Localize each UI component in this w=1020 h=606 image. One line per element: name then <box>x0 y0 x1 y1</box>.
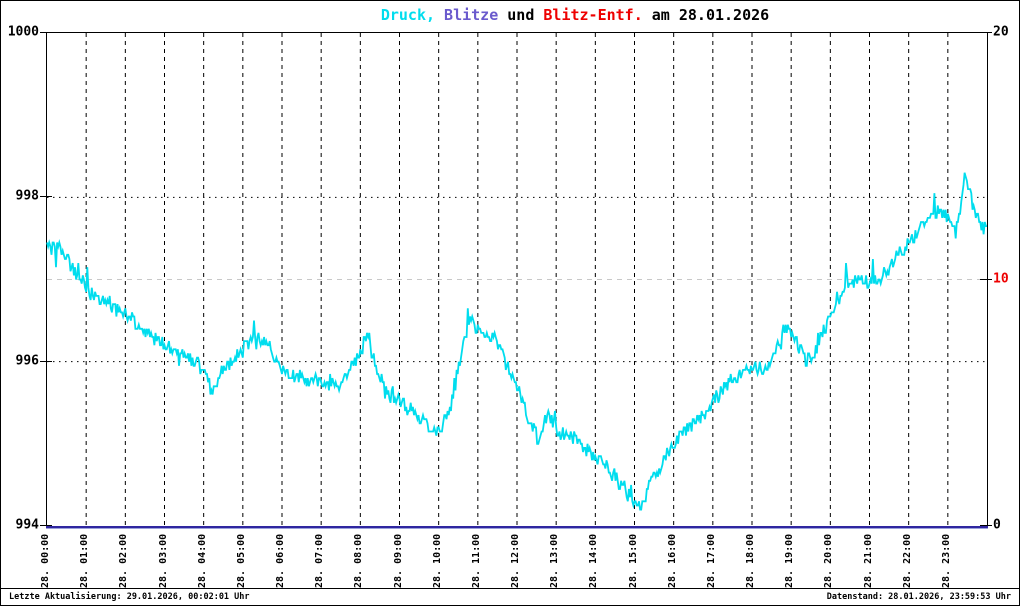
x-axis-tick-label: 28. 05:00 <box>235 533 247 588</box>
x-axis-tick-label: 28. 21:00 <box>862 533 874 588</box>
last-update-text: Letzte Aktualisierung: 29.01.2026, 00:02… <box>9 592 250 602</box>
chart-title: Druck, Blitze und Blitz-Entf. am 28.01.2… <box>381 6 769 24</box>
y-axis-left-label: 998 <box>15 188 39 204</box>
x-axis-tick-label: 28. 16:00 <box>666 533 678 588</box>
y-axis-right-label: 0 <box>993 517 1001 533</box>
x-axis-tick-label: 28. 00:00 <box>40 533 51 588</box>
x-axis-tick-label: 28. 07:00 <box>314 533 326 588</box>
x-axis-tick-label: 28. 04:00 <box>196 533 208 588</box>
y-axis-right-tick <box>980 525 992 526</box>
x-axis-tick-label: 28. 12:00 <box>510 533 521 588</box>
x-axis-tick-label: 28. 17:00 <box>705 533 717 588</box>
status-bar: Letzte Aktualisierung: 29.01.2026, 00:02… <box>1 588 1019 605</box>
y-axis-left-label: 1000 <box>7 24 39 40</box>
x-axis-tick-label: 28. 03:00 <box>157 533 169 588</box>
title-segment: Blitz-Entf. <box>543 6 643 24</box>
y-axis-left-tick <box>40 525 52 526</box>
title-segment: am 28.01.2026 <box>642 6 770 24</box>
x-axis-tick-label: 28. 13:00 <box>549 533 561 588</box>
x-axis-tick-label: 28. 01:00 <box>79 533 91 588</box>
y-axis-right-label: 10 <box>993 271 1009 286</box>
x-axis-tick-label: 28. 23:00 <box>940 533 952 588</box>
pressure-curve <box>46 172 987 511</box>
y-axis-right-label: 20 <box>993 24 1009 40</box>
y-axis-left-label: 994 <box>15 517 39 533</box>
lightning-zero-line <box>46 526 988 529</box>
x-axis-tick-label: 28. 18:00 <box>745 533 756 588</box>
y-axis-left-tick <box>40 196 52 198</box>
x-axis-tick-label: 28. 22:00 <box>901 533 913 588</box>
y-axis-left-label: 996 <box>15 353 39 369</box>
data-timestamp-text: Datenstand: 28.01.2026, 23:59:53 Uhr <box>826 592 1011 602</box>
x-axis-tick-label: 28. 15:00 <box>627 533 639 588</box>
x-axis-tick-label: 28. 09:00 <box>392 533 404 588</box>
y-axis-right-tick <box>980 32 992 33</box>
y-axis-left-tick <box>40 32 52 33</box>
x-axis-tick-label: 28. 20:00 <box>823 533 835 588</box>
title-segment: Druck, <box>380 6 436 24</box>
x-axis-tick-label: 28. 14:00 <box>588 533 600 588</box>
x-axis-tick-label: 28. 19:00 <box>784 533 796 588</box>
plot-area <box>46 32 988 527</box>
x-axis-tick-label: 28. 08:00 <box>353 533 365 588</box>
title-segment: und <box>498 6 544 24</box>
x-axis-tick-label: 28. 06:00 <box>275 533 286 588</box>
title-segment: Blitze <box>435 6 499 24</box>
chart-canvas <box>46 33 987 526</box>
x-axis-tick-label: 28. 11:00 <box>470 533 482 588</box>
y-axis-left-tick <box>40 360 52 362</box>
y-axis-right-tick <box>980 278 992 280</box>
x-axis-tick-label: 28. 10:00 <box>431 533 443 588</box>
x-axis-tick-label: 28. 02:00 <box>118 533 130 588</box>
